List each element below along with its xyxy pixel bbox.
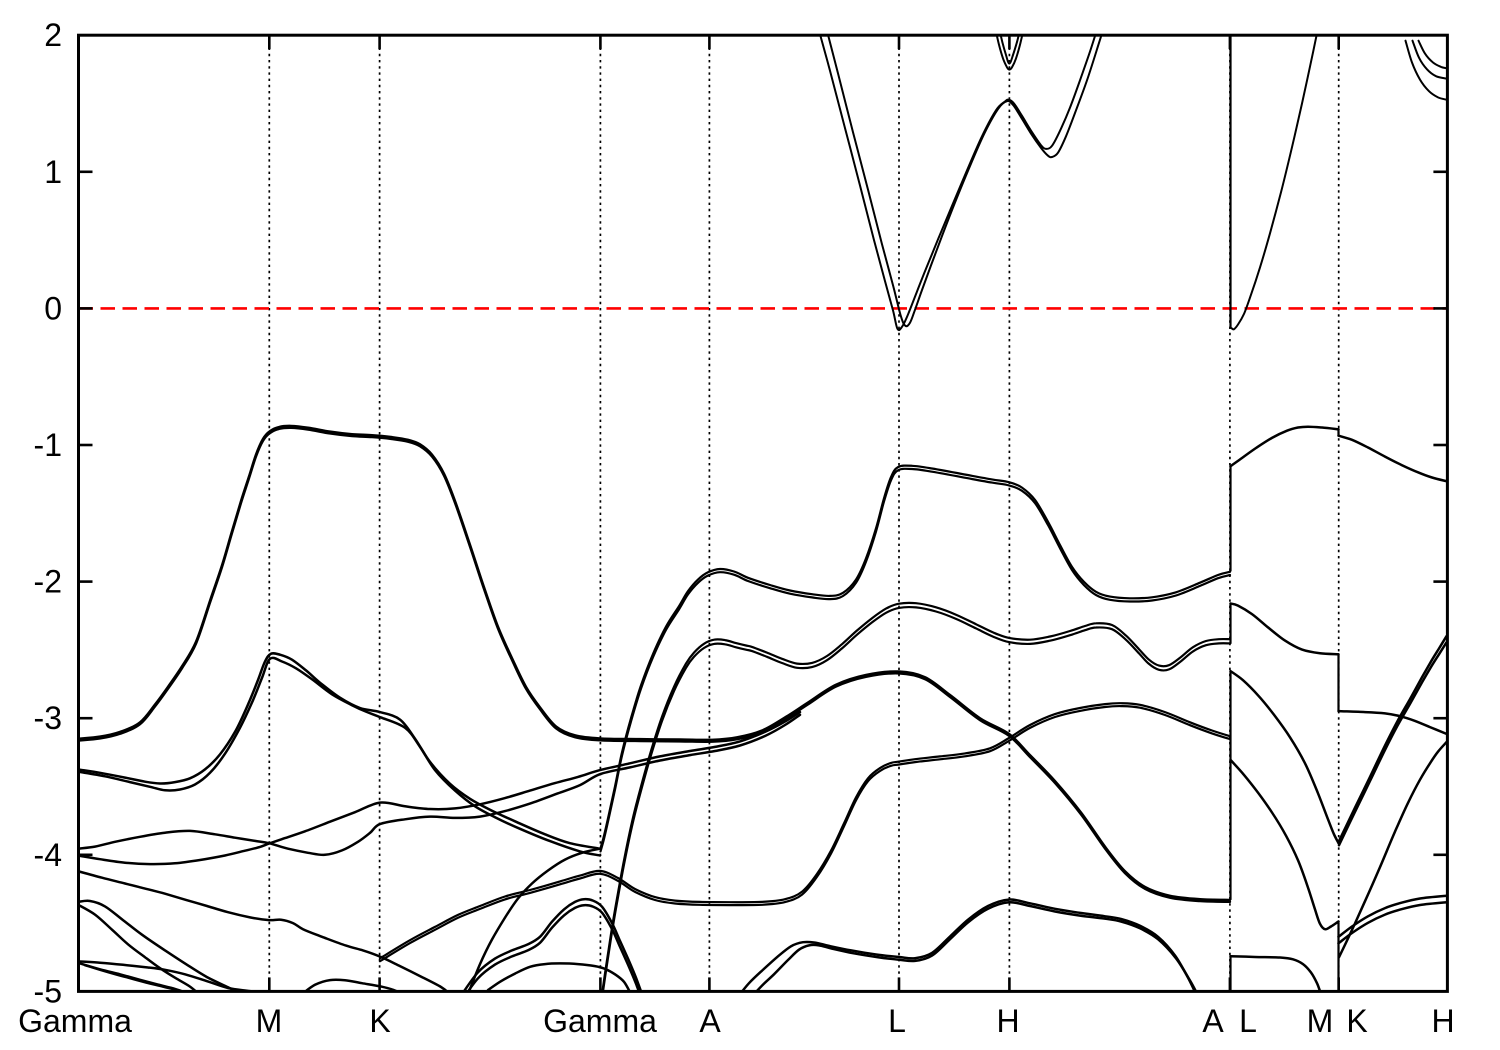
svg-text:-5: -5 xyxy=(34,973,62,1009)
svg-text:-3: -3 xyxy=(34,700,62,736)
svg-text:H: H xyxy=(996,1003,1019,1039)
svg-text:K: K xyxy=(369,1003,390,1039)
svg-text:A: A xyxy=(699,1003,721,1039)
svg-text:M: M xyxy=(1307,1003,1334,1039)
svg-text:-4: -4 xyxy=(34,837,62,873)
svg-text:-2: -2 xyxy=(34,564,62,600)
svg-text:A: A xyxy=(1202,1003,1224,1039)
svg-text:H: H xyxy=(1431,1003,1454,1039)
svg-text:M: M xyxy=(256,1003,283,1039)
svg-text:0: 0 xyxy=(44,290,62,326)
svg-text:Gamma: Gamma xyxy=(18,1003,132,1039)
svg-text:K: K xyxy=(1346,1003,1367,1039)
svg-text:-1: -1 xyxy=(34,427,62,463)
svg-text:2: 2 xyxy=(44,17,62,53)
svg-text:L: L xyxy=(888,1003,906,1039)
svg-text:1: 1 xyxy=(44,154,62,190)
svg-text:L: L xyxy=(1239,1003,1257,1039)
svg-text:Gamma: Gamma xyxy=(543,1003,657,1039)
